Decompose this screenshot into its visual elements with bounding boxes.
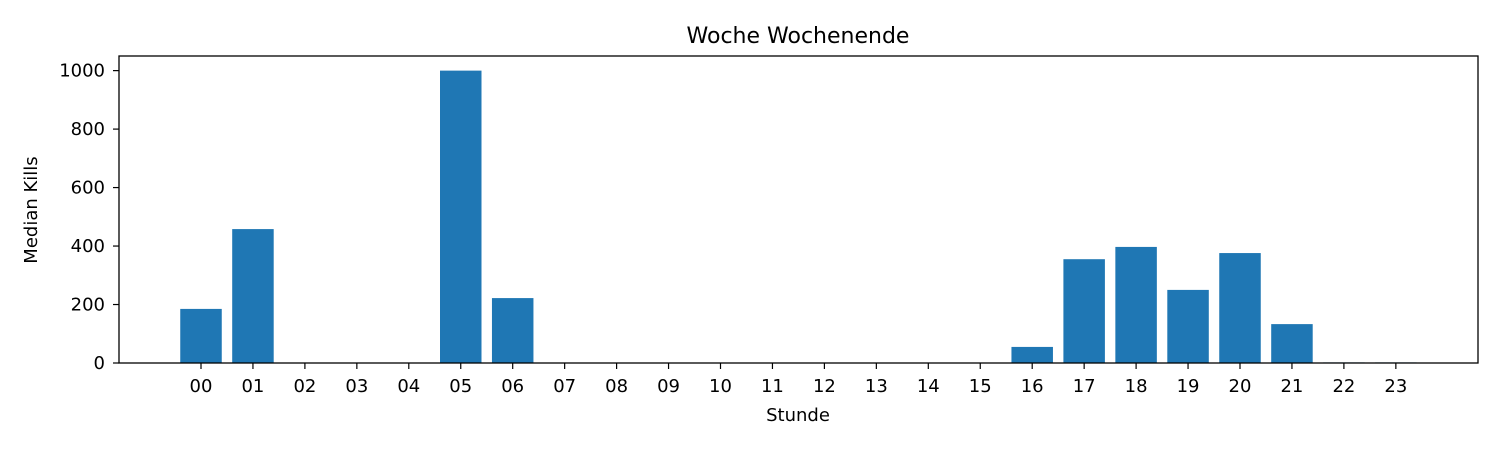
x-tick-label-18: 18 [1125, 376, 1148, 397]
x-tick-label-12: 12 [813, 376, 836, 397]
x-tick-label-07: 07 [553, 376, 576, 397]
y-axis-label: Median Kills [21, 156, 42, 263]
x-tick-label-22: 22 [1332, 376, 1355, 397]
y-tick-label-1000: 1000 [59, 61, 105, 82]
bar-20 [1219, 253, 1261, 363]
bar-01 [232, 229, 274, 363]
bar-21 [1271, 324, 1313, 363]
x-tick-label-03: 03 [345, 376, 368, 397]
x-tick-label-10: 10 [709, 376, 732, 397]
x-tick-label-08: 08 [605, 376, 628, 397]
y-tick-label-200: 200 [71, 295, 105, 316]
x-tick-label-17: 17 [1073, 376, 1096, 397]
y-tick-label-600: 600 [71, 178, 105, 199]
x-tick-label-19: 19 [1177, 376, 1200, 397]
y-tick-label-800: 800 [71, 119, 105, 140]
x-tick-label-09: 09 [657, 376, 680, 397]
x-tick-label-05: 05 [449, 376, 472, 397]
x-tick-label-14: 14 [917, 376, 940, 397]
bar-05 [440, 70, 482, 364]
x-axis-label: Stunde [766, 405, 830, 426]
x-tick-label-01: 01 [241, 376, 264, 397]
x-tick-label-13: 13 [865, 376, 888, 397]
bar-06 [491, 298, 534, 363]
y-tick-label-400: 400 [71, 236, 105, 257]
x-tick-label-11: 11 [761, 376, 784, 397]
bar-17 [1063, 259, 1105, 363]
bar-00 [180, 308, 222, 363]
x-tick-label-06: 06 [501, 376, 524, 397]
x-tick-label-02: 02 [293, 376, 316, 397]
x-tick-label-04: 04 [397, 376, 420, 397]
bar-18 [1115, 246, 1157, 363]
bar-19 [1167, 289, 1209, 363]
x-tick-label-16: 16 [1021, 376, 1044, 397]
x-tick-label-15: 15 [969, 376, 992, 397]
x-tick-label-20: 20 [1229, 376, 1252, 397]
x-tick-label-23: 23 [1384, 376, 1407, 397]
x-tick-label-21: 21 [1280, 376, 1303, 397]
plot-frame [118, 55, 1479, 364]
x-axis: 00 01 02 03 04 05 06 07 08 09 10 11 12 13 14 15 16 17 18 19… [190, 363, 1407, 397]
y-tick-label-0: 0 [94, 353, 105, 374]
chart-title: Woche Wochenende [687, 24, 910, 49]
y-axis: 0 200 400 600 800 1000 [59, 61, 119, 374]
x-tick-label-00: 00 [190, 376, 213, 397]
bars-group [180, 70, 1417, 364]
bar-16 [1011, 346, 1053, 363]
